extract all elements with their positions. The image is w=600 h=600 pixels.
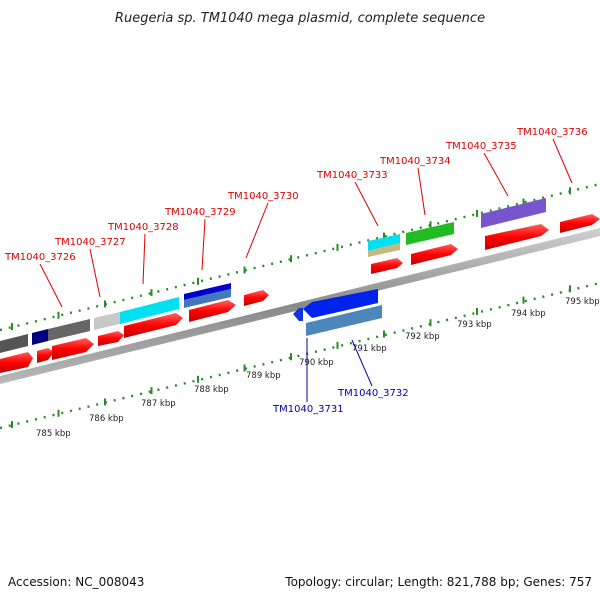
feature-steel-block-1[interactable] — [306, 305, 382, 336]
feature-gray-block-0[interactable] — [0, 334, 28, 353]
feature-purple-block[interactable] — [481, 198, 546, 228]
tick-label: 792 kbp — [405, 332, 440, 342]
gene-label-leader — [354, 181, 379, 227]
tick-label: 795 kbp — [565, 297, 600, 307]
tick-label: 794 kbp — [511, 309, 546, 319]
gene-label-leader — [142, 233, 146, 285]
cds-reverse-small[interactable] — [293, 308, 303, 321]
feature-blue-block-0[interactable] — [184, 283, 231, 300]
lower-minor-ticks — [0, 281, 600, 430]
cds-forward-4[interactable] — [124, 313, 183, 338]
gene-label-forward[interactable]: TM1040_3726 — [4, 252, 76, 263]
tick-label: 788 kbp — [194, 385, 229, 395]
accession-text: Accession: NC_008043 — [8, 575, 144, 589]
gene-labels: TM1040_3726 TM1040_3727 TM1040_3728 TM1040_… — [4, 127, 588, 415]
cds-forward-2[interactable] — [52, 338, 94, 360]
gene-label-forward[interactable]: TM1040_3734 — [379, 156, 451, 167]
map-title: Ruegeria sp. TM1040 mega plasmid, comple… — [115, 11, 485, 26]
upper-minor-ticks — [0, 182, 600, 332]
feature-cyan-block[interactable] — [120, 297, 179, 324]
feature-lightgray-block[interactable] — [94, 312, 120, 330]
gene-label-forward[interactable]: TM1040_3729 — [164, 207, 236, 218]
cds-reverse-3731[interactable] — [303, 289, 378, 318]
cds-forward-8[interactable] — [411, 244, 458, 265]
feature-track-upper — [0, 198, 546, 353]
feature-tan-block[interactable] — [368, 243, 400, 257]
tick-label: 791 kbp — [352, 344, 387, 354]
tick-label: 786 kbp — [89, 414, 124, 424]
tick-label: 793 kbp — [457, 320, 492, 330]
cds-forward-3[interactable] — [98, 331, 124, 346]
gene-label-forward[interactable]: TM1040_3736 — [516, 127, 588, 138]
gene-label-leader — [552, 138, 573, 184]
cds-forward-7[interactable] — [371, 258, 403, 274]
tick-label: 785 kbp — [36, 429, 71, 439]
feature-gray-block-1[interactable] — [48, 319, 90, 341]
feature-steel-block-0[interactable] — [184, 289, 231, 308]
cds-forward-5[interactable] — [189, 300, 236, 322]
cds-forward-1[interactable] — [37, 348, 54, 363]
lower-tick-track — [0, 281, 600, 430]
gene-label-leader — [89, 248, 101, 298]
tick-labels: 785 kbp 786 kbp 787 kbp 788 kbp 789 kbp 790 k… — [36, 297, 600, 439]
cds-forward-10[interactable] — [560, 214, 600, 233]
tick-label: 789 kbp — [246, 371, 281, 381]
gene-label-leader — [245, 202, 269, 259]
gene-label-forward[interactable]: TM1040_3733 — [316, 170, 388, 181]
gene-label-forward[interactable]: TM1040_3735 — [445, 141, 517, 152]
gene-label-reverse[interactable]: TM1040_3731 — [272, 404, 344, 415]
gene-label-forward[interactable]: TM1040_3727 — [54, 237, 126, 248]
feature-navy-block[interactable] — [32, 329, 48, 345]
cds-forward-0[interactable] — [0, 352, 33, 373]
summary-text: Topology: circular; Length: 821,788 bp; … — [284, 575, 592, 589]
reverse-feature-track — [293, 289, 382, 336]
feature-cyan-block-1[interactable] — [368, 234, 400, 251]
tick-label: 787 kbp — [141, 399, 176, 409]
gene-label-leader — [483, 152, 509, 197]
cds-forward-9[interactable] — [485, 224, 549, 250]
gene-label-leader — [417, 167, 426, 216]
cds-forward-track — [0, 214, 600, 373]
tick-label: 790 kbp — [299, 358, 334, 368]
feature-green-block[interactable] — [406, 222, 454, 245]
gene-label-forward[interactable]: TM1040_3728 — [107, 222, 179, 233]
gene-label-leader — [351, 339, 373, 387]
backbone — [0, 228, 600, 384]
lower-major-ticks — [11, 285, 571, 429]
cds-forward-6[interactable] — [244, 290, 269, 306]
gene-label-leader — [39, 263, 63, 308]
gene-label-reverse[interactable]: TM1040_3732 — [337, 388, 409, 399]
gene-label-leader — [201, 218, 206, 271]
gene-label-forward[interactable]: TM1040_3730 — [227, 191, 299, 202]
